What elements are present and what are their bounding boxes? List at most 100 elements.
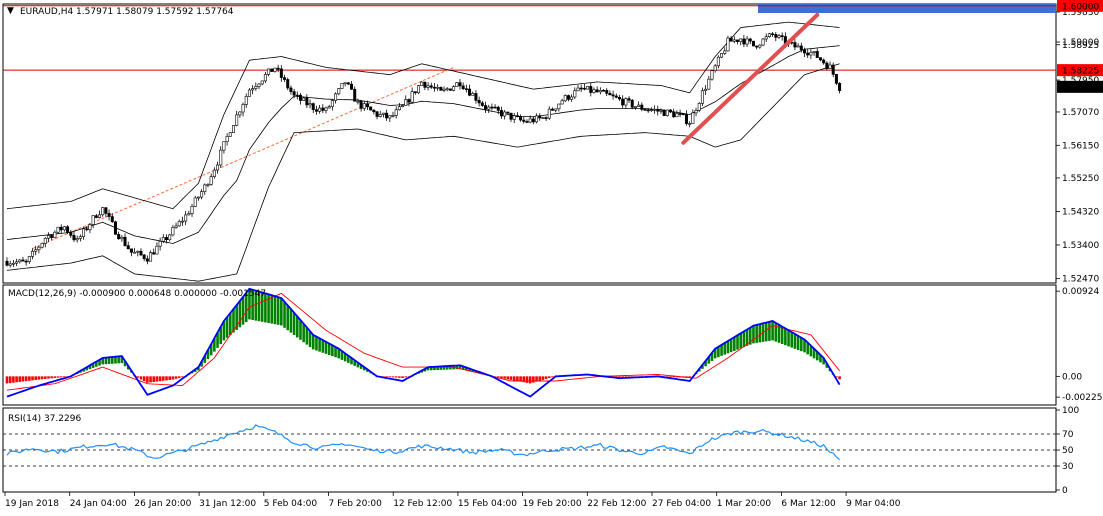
candle-body (171, 227, 175, 236)
candle-body (180, 220, 184, 223)
candle-body (231, 125, 235, 133)
candle-body (75, 238, 79, 241)
candle-body (298, 94, 302, 101)
macd-histogram-bar (91, 363, 95, 368)
candle-body (771, 33, 775, 36)
macd-histogram-bar (177, 376, 181, 378)
macd-histogram-bar (812, 348, 816, 359)
macd-histogram-bar (59, 376, 63, 378)
candle-body (378, 114, 382, 117)
macd-histogram-bar (768, 321, 771, 341)
macd-histogram-bar (197, 367, 200, 371)
macd-histogram-bar (82, 368, 85, 372)
macd-histogram-bar (713, 348, 717, 359)
candle-body (324, 107, 328, 111)
candle-body (592, 89, 596, 93)
price-tick-label: 1.58925 (1062, 41, 1099, 51)
candle-body (152, 252, 156, 255)
candle-body (318, 107, 322, 112)
macd-histogram-bar (516, 376, 519, 382)
candle-body (751, 40, 755, 47)
candle-body (838, 83, 842, 91)
macd-histogram-bar (47, 376, 50, 379)
candle-body (417, 85, 421, 94)
macd-histogram-bar (551, 376, 554, 378)
candle-body (155, 245, 159, 255)
price-tick-label: 1.52470 (1062, 275, 1099, 285)
macd-histogram-bar (260, 292, 264, 322)
candle-body (669, 109, 673, 113)
time-tick-label: 19 Feb 20:00 (523, 499, 582, 509)
candle-body (196, 196, 200, 199)
candle-body (535, 115, 539, 123)
macd-histogram-bar (299, 320, 302, 340)
macd-histogram-bar (343, 353, 347, 362)
candle-body (375, 111, 379, 117)
candle-body (267, 68, 271, 75)
macd-histogram-bar (803, 339, 806, 353)
candle-body (43, 237, 47, 244)
macd-histogram-bar (528, 376, 532, 384)
macd-histogram-bar (752, 325, 755, 344)
macd-histogram-bar (496, 376, 500, 378)
macd-histogram-bar (193, 369, 197, 372)
macd-histogram-bar (774, 322, 778, 342)
candle-body (831, 64, 835, 75)
candle-body (133, 251, 137, 254)
candle-body (85, 228, 89, 231)
candle-body (707, 78, 711, 90)
macd-histogram-bar (362, 367, 366, 371)
candle-body (515, 115, 519, 117)
candle-body (767, 33, 771, 38)
macd-signal-line (6, 292, 840, 391)
macd-histogram-bar (822, 357, 825, 365)
macd-histogram-bar (289, 309, 293, 333)
candle-body (799, 45, 803, 51)
candle-body (474, 93, 478, 101)
macd-histogram-bar (334, 346, 337, 358)
macd-histogram-bar (171, 376, 175, 380)
candle-body (273, 67, 277, 72)
macd-histogram-bar (273, 296, 277, 325)
candle-body (598, 89, 602, 93)
candle-body (483, 105, 487, 110)
price-badge-label: 1.60000 (1062, 2, 1099, 12)
macd-histogram-bar (401, 376, 404, 378)
candle-body (362, 103, 366, 109)
macd-pane[interactable] (2, 284, 1057, 406)
macd-histogram-bar (311, 334, 315, 350)
candle-body (471, 93, 475, 96)
candle-body (34, 249, 38, 252)
macd-histogram-bar (324, 341, 328, 354)
macd-histogram-bar (114, 356, 117, 364)
macd-histogram-bar (433, 366, 436, 371)
candle-body (429, 85, 433, 88)
candle-body (736, 39, 740, 42)
candle-body (247, 89, 251, 97)
candle-body (343, 82, 347, 85)
macd-histogram-bar (276, 297, 280, 325)
macd-histogram-bar (675, 376, 679, 378)
candle-body (493, 106, 497, 109)
macd-histogram-bar (627, 376, 631, 378)
macd-histogram-bar (366, 369, 369, 372)
candle-body (710, 70, 714, 80)
macd-histogram-bar (461, 366, 465, 370)
macd-histogram-bar (385, 376, 388, 378)
drawing-handle-bar[interactable] (758, 4, 1056, 13)
rsi-line (6, 424, 840, 461)
candle-body (123, 236, 127, 246)
macd-histogram-bar (123, 360, 127, 367)
candle-body (257, 83, 261, 87)
candle-body (126, 245, 130, 250)
candle-body (91, 215, 95, 225)
macd-histogram-bar (254, 290, 258, 321)
bollinger-lower (6, 63, 840, 282)
main-pane[interactable] (2, 3, 1057, 284)
macd-histogram-bar (8, 376, 12, 384)
candle-body (512, 115, 516, 120)
candle-body (694, 110, 698, 114)
candle-body (713, 65, 717, 71)
main-header: EURAUD,H4 1.57971 1.58079 1.57592 1.5776… (20, 7, 234, 17)
